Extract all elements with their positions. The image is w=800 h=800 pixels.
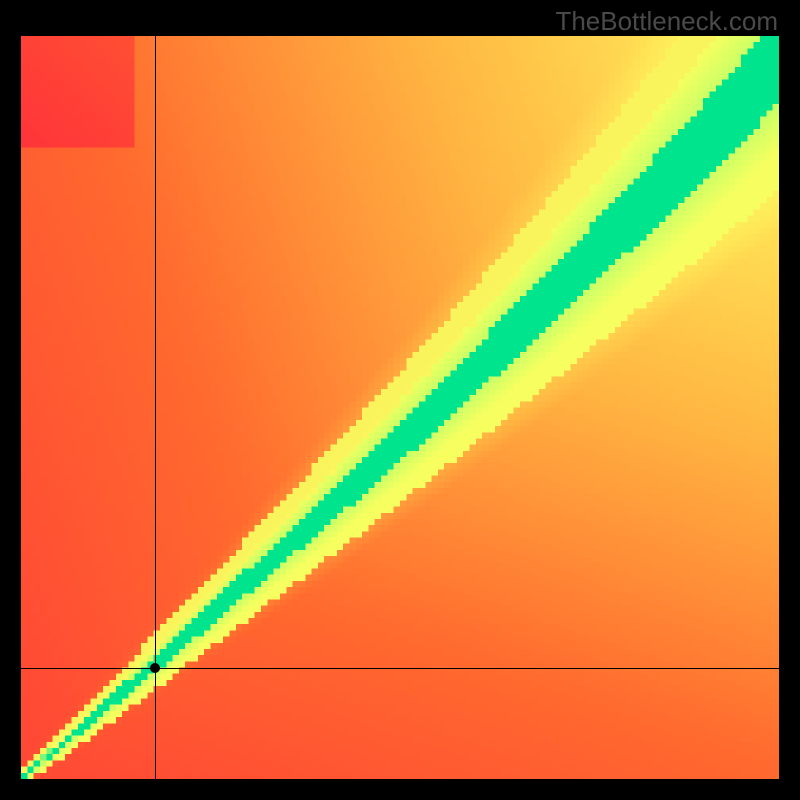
crosshair-horizontal: [21, 668, 779, 669]
plot-area: [21, 36, 779, 779]
watermark-text: TheBottleneck.com: [555, 6, 778, 37]
crosshair-dot: [150, 663, 160, 673]
chart-container: { "watermark": { "text": "TheBottleneck.…: [0, 0, 800, 800]
